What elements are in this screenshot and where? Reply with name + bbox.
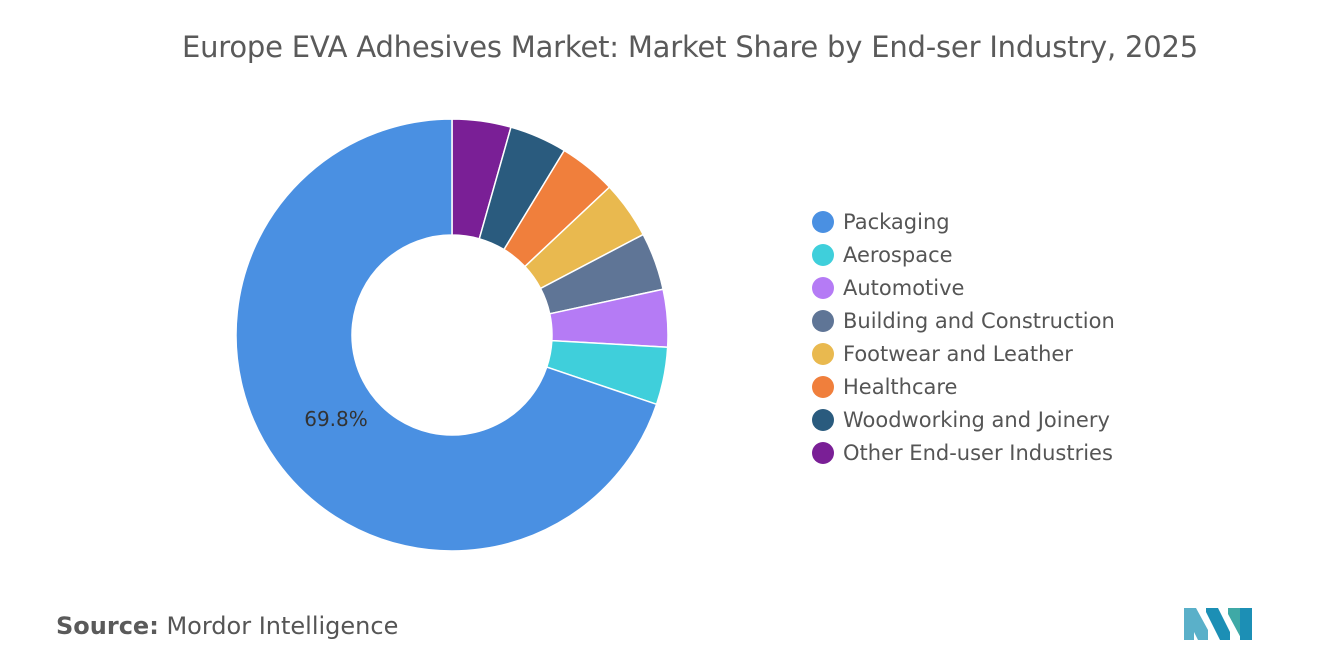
legend-label: Healthcare: [843, 374, 958, 399]
legend-swatch: [812, 210, 834, 233]
legend-swatch: [812, 375, 834, 398]
legend-swatch: [812, 243, 834, 266]
legend-swatch: [812, 408, 834, 431]
legend-item: Woodworking and Joinery: [812, 403, 1115, 436]
legend-label: Packaging: [843, 209, 950, 234]
legend-item: Aerospace: [812, 238, 1115, 271]
legend-item: Packaging: [812, 205, 1115, 238]
legend-item: Other End-user Industries: [812, 436, 1115, 469]
legend-swatch: [812, 309, 834, 332]
legend-label: Automotive: [843, 275, 965, 300]
legend-label: Aerospace: [843, 242, 953, 267]
chart-legend: Packaging Aerospace Automotive Building and…: [812, 205, 1115, 469]
data-label-packaging: 69.8%: [304, 407, 368, 431]
legend-label: Other End-user Industries: [843, 440, 1113, 465]
legend-swatch: [812, 342, 834, 365]
legend-label: Building and Construction: [843, 308, 1115, 333]
legend-label: Woodworking and Joinery: [843, 407, 1110, 432]
slice-packaging: [235, 118, 658, 552]
mordor-intelligence-logo-icon: [1184, 608, 1252, 640]
chart-title: Europe EVA Adhesives Market: Market Shar…: [181, 30, 1199, 64]
source-note: Source: Mordor Intelligence: [56, 612, 398, 640]
source-value: Mordor Intelligence: [166, 612, 399, 640]
legend-label: Footwear and Leather: [843, 341, 1073, 366]
legend-item: Building and Construction: [812, 304, 1115, 337]
legend-item: Footwear and Leather: [812, 337, 1115, 370]
source-label: Source:: [56, 612, 159, 640]
legend-item: Automotive: [812, 271, 1115, 304]
legend-swatch: [812, 441, 834, 464]
legend-item: Healthcare: [812, 370, 1115, 403]
legend-swatch: [812, 276, 834, 299]
